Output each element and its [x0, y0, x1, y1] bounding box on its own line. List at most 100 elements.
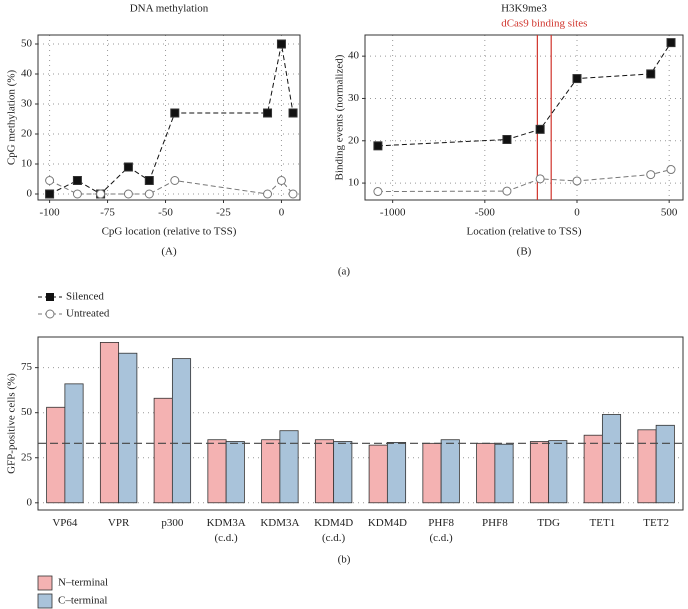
chart-title: H3K9me3: [501, 3, 547, 15]
panel-caption: (b): [338, 554, 351, 566]
chart-title: DNA methylation: [130, 3, 209, 15]
point: [535, 124, 545, 134]
x-tick-label: KDM3A: [260, 517, 300, 529]
x-tick-label: VP64: [52, 517, 78, 529]
bar: [529, 441, 550, 504]
legend-label: C–terminal: [58, 595, 108, 607]
bar: [440, 439, 460, 504]
x-axis-label: CpG location (relative to TSS): [102, 226, 237, 238]
panel-caption: (B): [517, 246, 532, 258]
y-tick-label: 20: [21, 128, 33, 140]
point: [572, 74, 582, 84]
x-axis-label: Location (relative to TSS): [467, 226, 582, 238]
x-tick-label: VPR: [107, 517, 130, 529]
point: [572, 176, 582, 186]
point: [288, 189, 298, 199]
x-tick-label: 0: [279, 207, 285, 219]
y-tick-label: 50: [21, 406, 33, 418]
y-tick-label: 20: [348, 134, 360, 146]
legend-label: Untreated: [66, 308, 110, 320]
legend-label: N–terminal: [58, 577, 108, 589]
x-tick-label: 500: [661, 207, 678, 219]
point: [502, 135, 512, 144]
x-tick-label: KDM3A (c.d.): [206, 517, 246, 544]
bar: [476, 442, 496, 504]
point: [646, 170, 656, 180]
bar: [386, 442, 407, 504]
point: [263, 189, 273, 199]
bar: [422, 442, 442, 504]
point: [144, 176, 154, 185]
point: [96, 189, 106, 199]
bar: [153, 397, 173, 504]
bar: [171, 358, 192, 504]
bar: [99, 342, 120, 504]
y-axis-label: Binding events (normalized): [334, 54, 346, 180]
y-tick-label: 30: [348, 92, 360, 104]
x-tick-label: -500: [475, 207, 496, 219]
legend-swatch: [37, 593, 53, 609]
y-tick-label: 50: [21, 38, 33, 50]
panel-caption: (A): [161, 246, 177, 258]
bar: [494, 443, 514, 504]
bar: [207, 439, 227, 504]
point: [123, 162, 133, 172]
y-axis-label: GFP-positive cells (%): [6, 373, 18, 474]
legend-swatch: [37, 575, 53, 591]
legend-marker: [45, 309, 55, 319]
bar: [261, 439, 281, 504]
bar: [314, 439, 335, 504]
y-tick-label: 10: [348, 177, 360, 189]
y-tick-label: 10: [21, 158, 33, 170]
x-tick-label: -100: [40, 207, 61, 219]
point: [288, 108, 298, 118]
plot-frame: [364, 34, 684, 201]
bar: [637, 429, 657, 504]
panel-label: (a): [338, 266, 351, 278]
legend-marker: [46, 293, 54, 301]
point: [170, 108, 180, 118]
annotation: dCas9 binding sites: [501, 18, 587, 30]
point: [666, 38, 676, 48]
point: [263, 108, 273, 118]
x-tick-label: -1000: [380, 207, 406, 219]
y-tick-label: 40: [21, 68, 33, 80]
bar: [548, 440, 568, 504]
x-tick-label: -75: [100, 207, 115, 219]
bar: [368, 444, 388, 504]
y-axis-label: CpG methylation (%): [6, 70, 18, 166]
point: [45, 189, 55, 199]
y-tick-label: 30: [21, 98, 33, 110]
y-tick-label: 40: [348, 50, 360, 62]
point: [144, 189, 154, 199]
x-tick-label: p300: [161, 517, 184, 529]
point: [123, 189, 133, 199]
bar: [118, 352, 138, 504]
bar: [279, 430, 299, 504]
y-tick-label: 0: [27, 496, 33, 508]
x-tick-label: KDM4D (c.d.): [314, 517, 354, 544]
point: [170, 176, 180, 185]
point: [373, 141, 383, 151]
point: [373, 187, 383, 197]
x-tick-label: KDM4D: [367, 517, 407, 529]
point: [276, 176, 286, 185]
point: [276, 39, 286, 49]
y-tick-label: 25: [21, 451, 33, 463]
plot-frame: [37, 336, 684, 511]
point: [72, 176, 82, 185]
y-tick-label: 0: [27, 188, 33, 200]
y-tick-label: 75: [21, 361, 33, 373]
bar: [333, 441, 353, 504]
legend-label: Silenced: [66, 291, 104, 303]
series-line: [377, 169, 672, 193]
bar: [601, 414, 622, 504]
plot-frame: [37, 34, 301, 201]
point: [646, 69, 656, 79]
x-tick-label: -50: [158, 207, 173, 219]
x-tick-label: TET2: [643, 517, 669, 529]
bar: [583, 434, 603, 504]
bar: [225, 441, 245, 504]
point: [72, 189, 82, 199]
